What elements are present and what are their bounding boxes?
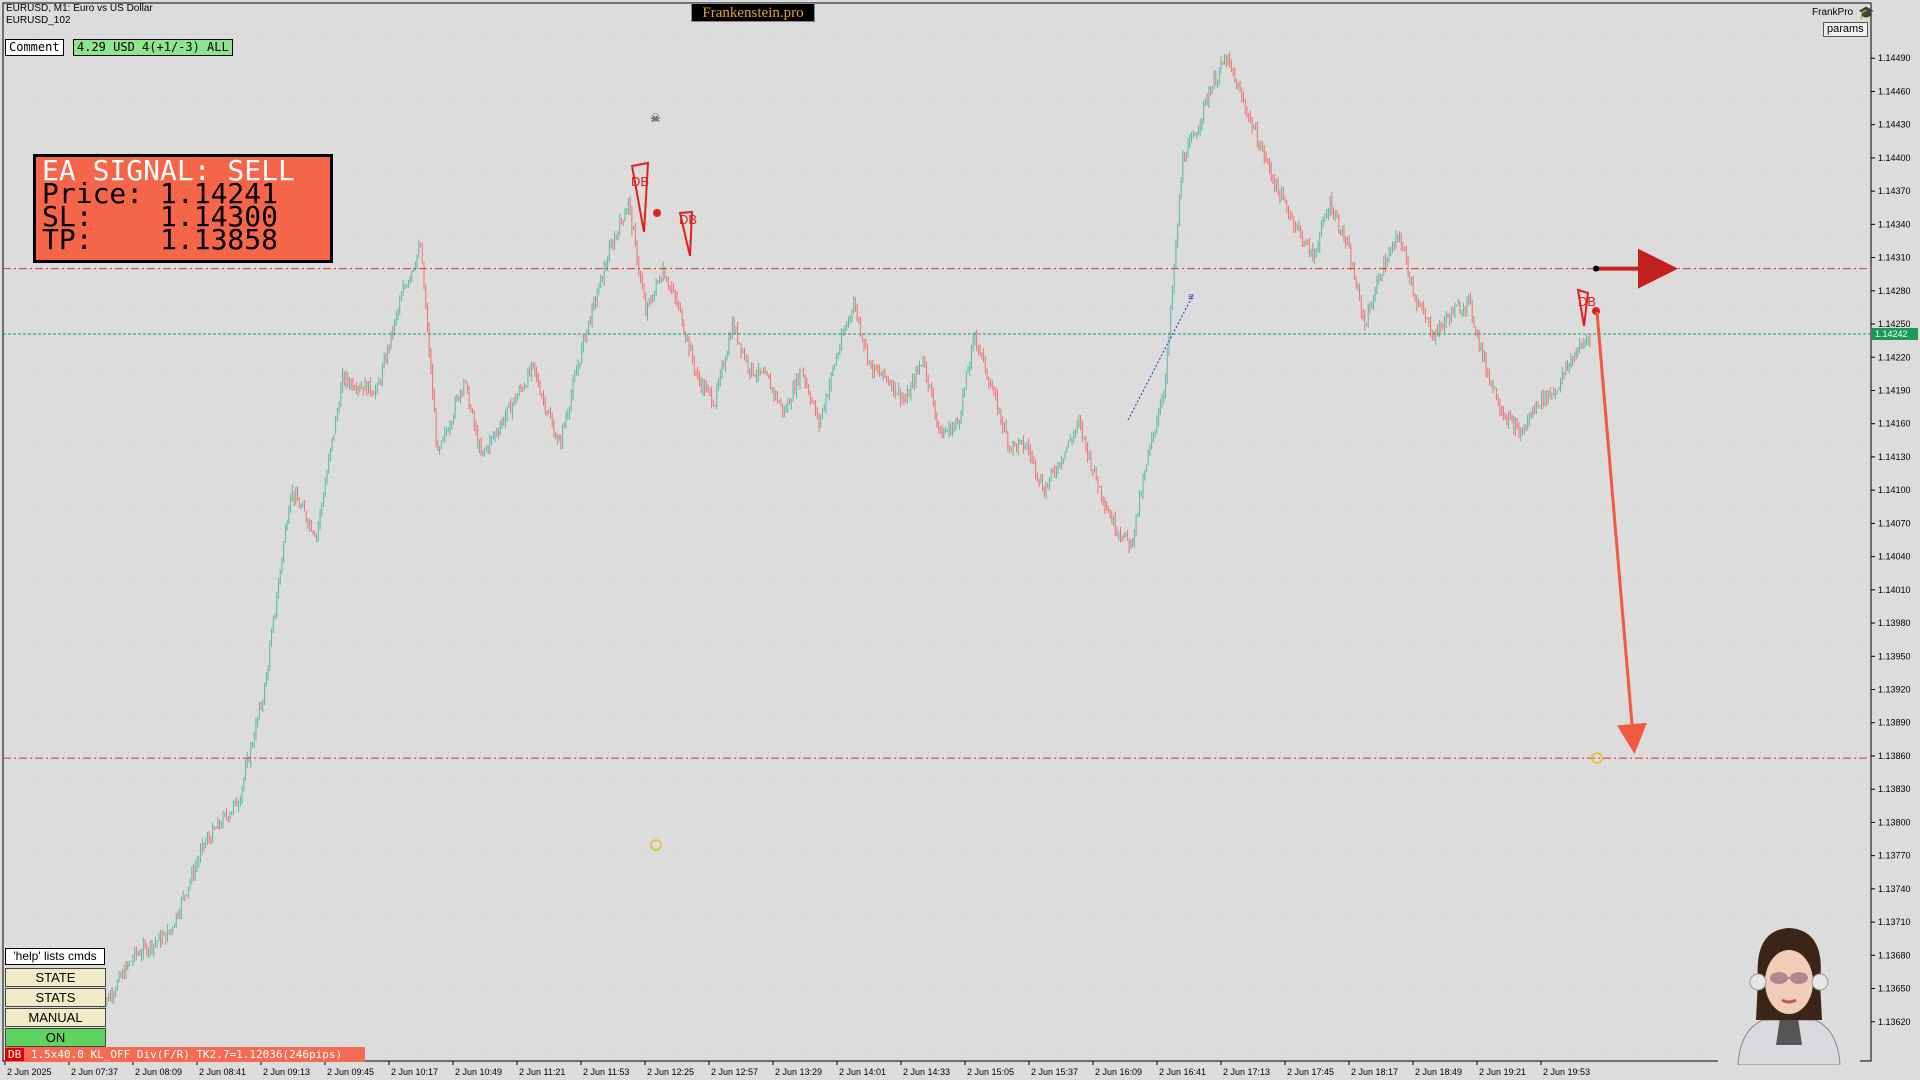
tp-projection-arrow: [1595, 311, 1647, 754]
x-tick-label: 2 Jun 15:37: [1031, 1067, 1078, 1077]
y-tick-label: 1.13950: [1878, 651, 1911, 661]
status-tag: DB: [5, 1048, 25, 1061]
skull-icon: ☠: [650, 111, 661, 125]
y-tick-label: 1.13620: [1878, 1017, 1911, 1027]
smiley-icon: [650, 839, 662, 851]
y-tick-label: 1.13770: [1878, 851, 1911, 861]
y-tick-label: 1.13680: [1878, 950, 1911, 960]
x-tick-label: 2 Jun 09:13: [263, 1067, 310, 1077]
x-tick-label: 2 Jun 12:25: [647, 1067, 694, 1077]
time-axis[interactable]: 2 Jun 2025 2 Jun 07:37 2 Jun 08:09 2 Jun 08…: [4, 1061, 1590, 1077]
y-tick-label: 1.14430: [1878, 120, 1911, 130]
y-tick-label: 1.13890: [1878, 718, 1911, 728]
y-tick-label: 1.13800: [1878, 817, 1911, 827]
x-tick-label: 2 Jun 08:41: [199, 1067, 246, 1077]
sell-signal-dot: [653, 209, 661, 217]
x-tick-label: 2 Jun 16:41: [1159, 1067, 1206, 1077]
x-tick-label: 2 Jun 18:49: [1415, 1067, 1462, 1077]
level-lines: 1.14242: [3, 268, 1918, 759]
price-axis[interactable]: 1.14490 1.14460 1.14430 1.14400 1.14370 1.143…: [1871, 53, 1911, 1027]
params-button[interactable]: params: [1823, 22, 1868, 37]
x-tick-label: 2 Jun 10:49: [455, 1067, 502, 1077]
db-pattern-shape: [630, 161, 650, 233]
trend-link-line: [1127, 294, 1194, 421]
y-tick-label: 1.13860: [1878, 751, 1911, 761]
x-tick-label: 2 Jun 18:17: [1351, 1067, 1398, 1077]
comment-value: 4.29 USD 4(+1/-3) ALL: [73, 39, 233, 56]
db-pattern-shape: [678, 210, 694, 257]
y-tick-label: 1.13740: [1878, 884, 1911, 894]
y-tick-label: 1.14310: [1878, 253, 1911, 263]
y-tick-label: 1.13830: [1878, 784, 1911, 794]
x-tick-label: 2 Jun 14:01: [839, 1067, 886, 1077]
x-tick-label: 2 Jun 09:45: [327, 1067, 374, 1077]
y-tick-label: 1.13710: [1878, 917, 1911, 927]
x-tick-label: 2 Jun 2025: [7, 1067, 52, 1077]
brand-label[interactable]: Frankenstein.pro: [691, 3, 815, 22]
y-tick-label: 1.14340: [1878, 219, 1911, 229]
y-tick-label: 1.13920: [1878, 685, 1911, 695]
x-tick-label: 2 Jun 11:21: [519, 1067, 565, 1077]
x-tick-label: 2 Jun 19:53: [1543, 1067, 1590, 1077]
y-tick-label: 1.14070: [1878, 518, 1911, 528]
smiley-icon: [1591, 752, 1603, 764]
x-tick-label: 2 Jun 08:09: [135, 1067, 182, 1077]
x-tick-label: 2 Jun 12:57: [711, 1067, 758, 1077]
x-tick-label: 2 Jun 11:53: [583, 1067, 629, 1077]
account-name: EURUSD_102: [6, 15, 71, 26]
y-tick-label: 1.14130: [1878, 452, 1911, 462]
status-bar: DB 1.5x40.0 KL_OFF Div(F/R) TK2.7=1.1203…: [5, 1047, 365, 1062]
x-tick-label: 2 Jun 13:29: [775, 1067, 822, 1077]
y-tick-label: 1.14460: [1878, 86, 1911, 96]
status-text: 1.5x40.0 KL_OFF Div(F/R) TK2.7=1.12036(2…: [24, 1048, 343, 1061]
y-tick-label: 1.14250: [1878, 319, 1911, 329]
y-tick-label: 1.14010: [1878, 585, 1911, 595]
x-tick-label: 2 Jun 17:45: [1287, 1067, 1334, 1077]
y-tick-label: 1.14160: [1878, 419, 1911, 429]
stats-button[interactable]: STATS: [5, 988, 106, 1007]
graduation-cap-icon[interactable]: 🎓: [1858, 5, 1875, 20]
x-tick-label: 2 Jun 19:21: [1479, 1067, 1526, 1077]
y-tick-label: 1.14220: [1878, 352, 1911, 362]
db-pattern-shape: [1576, 288, 1590, 327]
x-tick-label: 2 Jun 14:33: [903, 1067, 950, 1077]
trend-marker-icon: ≡: [1188, 292, 1194, 303]
help-hint: 'help' lists cmds: [5, 948, 105, 965]
x-tick-label: 2 Jun 10:17: [391, 1067, 438, 1077]
symbol-title: EURUSD, M1: Euro vs US Dollar: [6, 3, 153, 14]
on-toggle-button[interactable]: ON: [5, 1028, 106, 1047]
y-tick-label: 1.14100: [1878, 485, 1911, 495]
current-price-tag: [1872, 328, 1918, 340]
ea-signal-box: EA SIGNAL: SELL Price: 1.14241 SL: 1.143…: [33, 154, 333, 263]
current-price-label: 1.14242: [1875, 329, 1908, 339]
y-tick-label: 1.14370: [1878, 186, 1911, 196]
y-tick-label: 1.14400: [1878, 153, 1911, 163]
state-button[interactable]: STATE: [5, 968, 106, 987]
x-tick-label: 2 Jun 17:13: [1223, 1067, 1270, 1077]
x-tick-label: 2 Jun 15:05: [967, 1067, 1014, 1077]
entry-marker: [1593, 265, 1599, 272]
y-tick-label: 1.14280: [1878, 286, 1911, 296]
y-tick-label: 1.13980: [1878, 618, 1911, 628]
y-tick-label: 1.14490: [1878, 53, 1911, 63]
y-tick-label: 1.14040: [1878, 552, 1911, 562]
x-tick-label: 2 Jun 07:37: [71, 1067, 118, 1077]
manual-button[interactable]: MANUAL: [5, 1008, 106, 1027]
signal-tp: TP: 1.13858: [42, 223, 279, 256]
x-tick-label: 2 Jun 16:09: [1095, 1067, 1142, 1077]
y-tick-label: 1.13650: [1878, 984, 1911, 994]
signal-title: EA SIGNAL: SELL: [42, 154, 295, 187]
avatar-portrait: [1718, 920, 1860, 1065]
signal-sl: SL: 1.14300: [42, 200, 279, 233]
y-tick-label: 1.14190: [1878, 385, 1911, 395]
frankpro-label: FrankPro: [1812, 7, 1854, 18]
signal-price: Price: 1.14241: [42, 177, 279, 210]
candles-group: [99, 52, 1591, 1016]
comment-label: Comment: [5, 39, 64, 56]
